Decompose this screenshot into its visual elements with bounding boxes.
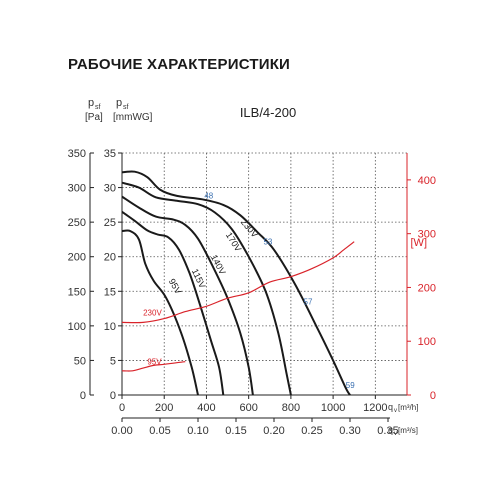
- axis-m3s-tick-label: 0.00: [111, 425, 132, 437]
- axis-w-tick-label: 400: [418, 175, 436, 187]
- pressure-curve-95v: [121, 229, 199, 396]
- power-curve-230v: [121, 241, 355, 324]
- axis-m3s-label-sub: v: [394, 431, 397, 437]
- efficiency-label: 48: [204, 192, 213, 201]
- axis-mmwg-tick-label: 25: [104, 217, 116, 229]
- axis-m3h-label-sub: v: [394, 408, 397, 414]
- axis-mmwg-tick-label: 5: [110, 355, 116, 367]
- axis-m3h-tick-label: 400: [197, 402, 215, 414]
- pressure-curve-230v: [121, 170, 351, 396]
- axis-m3h-unit: [m³/h]: [398, 403, 418, 412]
- chart-model-title: ILB/4-200: [240, 105, 296, 120]
- pressure-curve-115v: [121, 210, 225, 396]
- axis-m3h-tick-label: 1200: [363, 402, 387, 414]
- axis-pa-tick-label: 300: [68, 183, 86, 195]
- pressure-curve-140v: [121, 195, 254, 396]
- axis-pa-tick-label: 0: [80, 390, 86, 402]
- page-title: РАБОЧИЕ ХАРАКТЕРИСТИКИ: [68, 56, 291, 73]
- axis-m3s-tick-label: 0.15: [225, 425, 246, 437]
- axis-pa-tick-label: 200: [68, 252, 86, 264]
- axis-pa-tick-label: 350: [68, 148, 86, 160]
- axis-pa-label: p: [88, 97, 94, 109]
- axis-mmwg-tick-label: 30: [104, 183, 116, 195]
- axis-mmwg-tick-label: 0: [110, 390, 116, 402]
- axis-mmwg-unit: [mmWG]: [113, 112, 153, 123]
- axis-m3s-unit: [m³/s]: [398, 426, 418, 435]
- efficiency-label: 57: [304, 297, 313, 306]
- axis-w-unit: [W]: [411, 237, 428, 249]
- axis-w-tick-label: 0: [430, 390, 436, 402]
- power-curve-label: 230V: [143, 308, 162, 317]
- axis-pa-tick-label: 100: [68, 321, 86, 333]
- axis-mmwg-label-sub: sf: [123, 104, 129, 111]
- axis-m3h-tick-label: 200: [155, 402, 173, 414]
- axis-pa-tick-label: 150: [68, 286, 86, 298]
- axis-w-tick-label: 200: [418, 282, 436, 294]
- axis-m3h-tick-label: 800: [282, 402, 300, 414]
- efficiency-label: 53: [263, 237, 272, 246]
- axis-m3s-tick-label: 0.20: [263, 425, 284, 437]
- axis-m3s-tick-label: 0.35: [377, 425, 398, 437]
- axis-m3s-label: q: [388, 425, 393, 435]
- axis-mmwg-tick-label: 10: [104, 321, 116, 333]
- axis-pa-tick-label: 50: [74, 355, 86, 367]
- pressure-curve-170v: [121, 181, 292, 396]
- axis-mmwg-tick-label: 20: [104, 252, 116, 264]
- axis-w-tick-label: 300: [418, 229, 436, 241]
- axis-mmwg-tick-label: 35: [104, 148, 116, 160]
- axis-m3s-tick-label: 0.05: [149, 425, 170, 437]
- axis-m3s-tick-label: 0.10: [187, 425, 208, 437]
- axis-pa-unit: [Pa]: [85, 112, 103, 123]
- speed-label: 230V: [239, 217, 260, 240]
- axis-m3h-label: q: [388, 402, 393, 412]
- axis-m3s-tick-label: 0.25: [301, 425, 322, 437]
- axis-mmwg-label: p: [116, 97, 122, 109]
- axis-m3s-tick-label: 0.30: [339, 425, 360, 437]
- axis-m3h-tick-label: 600: [239, 402, 257, 414]
- power-curve-label: 95V: [147, 357, 162, 366]
- axis-pa-tick-label: 250: [68, 217, 86, 229]
- axis-w-tick-label: 100: [418, 336, 436, 348]
- speed-label: 95V: [167, 277, 184, 296]
- axis-m3h-tick-label: 0: [119, 402, 125, 414]
- grid: [122, 152, 407, 395]
- power-curve-95v: [121, 361, 186, 372]
- axis-m3h-tick-label: 1000: [321, 402, 345, 414]
- speed-label: 170V: [224, 230, 244, 253]
- axis-pa-label-sub: sf: [95, 104, 101, 111]
- efficiency-label: 59: [346, 381, 355, 390]
- axis-mmwg-tick-label: 15: [104, 286, 116, 298]
